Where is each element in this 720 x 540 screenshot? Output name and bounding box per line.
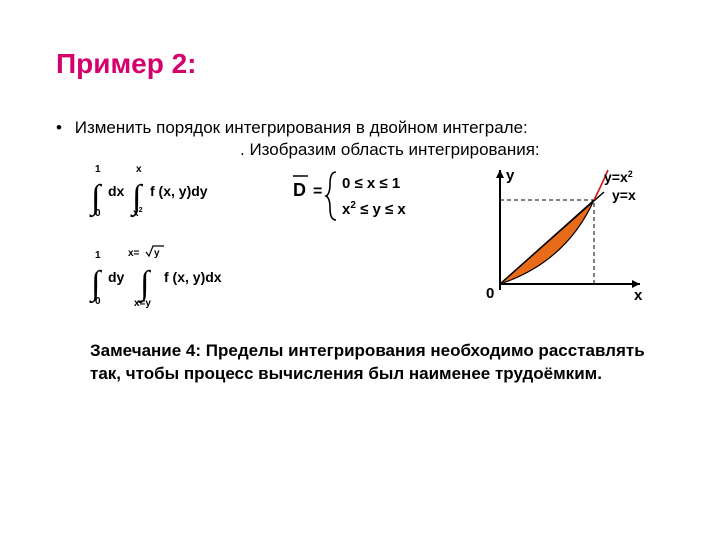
svg-text:f (x, y)dx: f (x, y)dx [164,269,222,285]
svg-text:y=x2: y=x2 [604,169,633,185]
svg-text:0: 0 [95,296,101,307]
svg-text:f (x, y)dy: f (x, y)dy [150,183,208,199]
svg-text:y: y [506,167,515,184]
svg-text:x=: x= [128,248,140,259]
formula-changed: ∫ 0 1 dy ∫ x=y x= y f (x, y)dx [86,240,286,317]
svg-text:x2 ≤ y ≤ x: x2 ≤ y ≤ x [342,200,406,218]
svg-text:0: 0 [95,208,101,219]
svg-text:y=x: y=x [612,187,636,203]
slide-title: Пример 2: [56,48,197,80]
svg-text:y: y [154,248,160,259]
svg-text:0: 0 [486,285,494,302]
svg-text:D: D [293,180,306,200]
bullet-line: • Изменить порядок интегрирования в двой… [56,118,664,138]
remark-label: Замечание 4: [90,341,201,360]
svg-text:x2: x2 [133,207,143,219]
region-graph: y x 0 y=x2 y=x [476,162,656,317]
svg-text:x: x [634,287,643,304]
svg-text:1: 1 [95,250,101,261]
svg-text:x=y: x=y [134,298,151,309]
svg-text:x: x [136,164,142,175]
svg-text:dy: dy [108,269,125,285]
sub-line: . Изобразим область интегрирования: [240,140,540,160]
domain-definition: D = 0 ≤ x ≤ 1 x2 ≤ y ≤ x [288,168,458,239]
svg-text:dx: dx [108,183,125,199]
svg-text:=: = [313,183,322,200]
svg-text:1: 1 [95,164,101,175]
svg-text:0 ≤ x ≤ 1: 0 ≤ x ≤ 1 [342,175,400,192]
bullet-icon: • [56,118,70,138]
formula-original: ∫ 0 1 dx ∫ x x2 f (x, y)dy [86,158,256,225]
remark: Замечание 4: Пределы интегрирования необ… [90,340,650,386]
bullet-text: Изменить порядок интегрирования в двойно… [75,118,528,137]
